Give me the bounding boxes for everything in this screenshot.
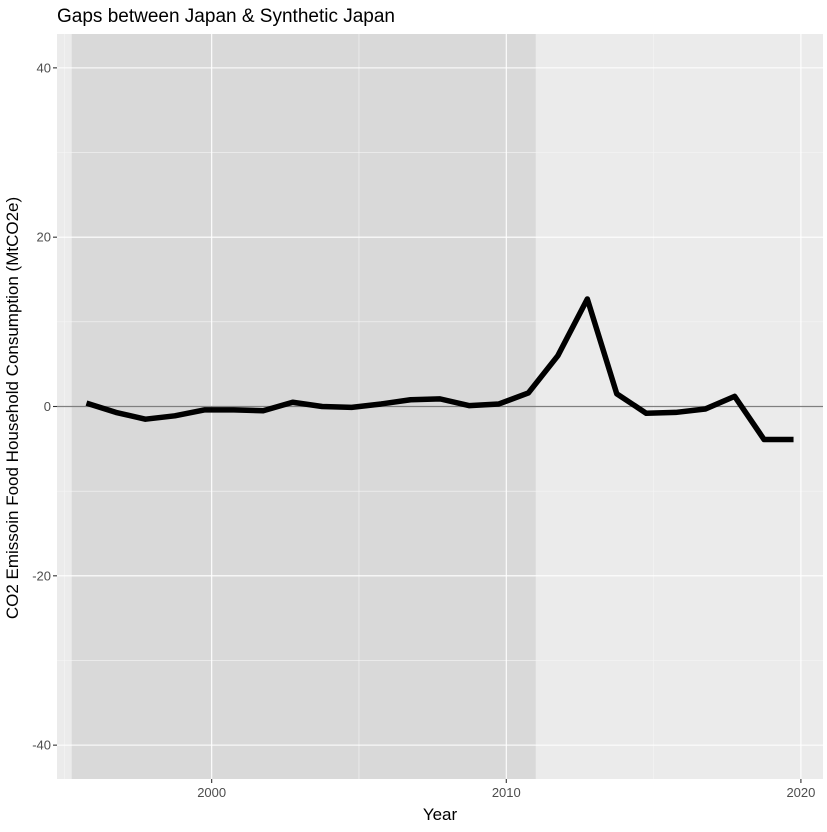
- x-tick-label: 2020: [786, 785, 815, 800]
- y-tick-label: 20: [37, 230, 51, 245]
- y-tick-label: -20: [32, 568, 51, 583]
- y-tick-label: 0: [44, 399, 51, 414]
- x-axis-ticks: 2000 2010 2020: [197, 779, 815, 800]
- x-axis-label: Year: [423, 805, 458, 824]
- gap-series-line: [85, 296, 794, 443]
- x-tick-label: 2000: [197, 785, 226, 800]
- y-tick-label: 40: [37, 60, 51, 75]
- y-tick-label: -40: [32, 738, 51, 753]
- y-axis-ticks: -40 -20 0 20 40: [32, 60, 57, 753]
- x-tick-label: 2010: [492, 785, 521, 800]
- y-axis-label: CO2 Emissoin Food Household Consumption …: [3, 197, 22, 619]
- chart-title: Gaps between Japan & Synthetic Japan: [57, 6, 395, 27]
